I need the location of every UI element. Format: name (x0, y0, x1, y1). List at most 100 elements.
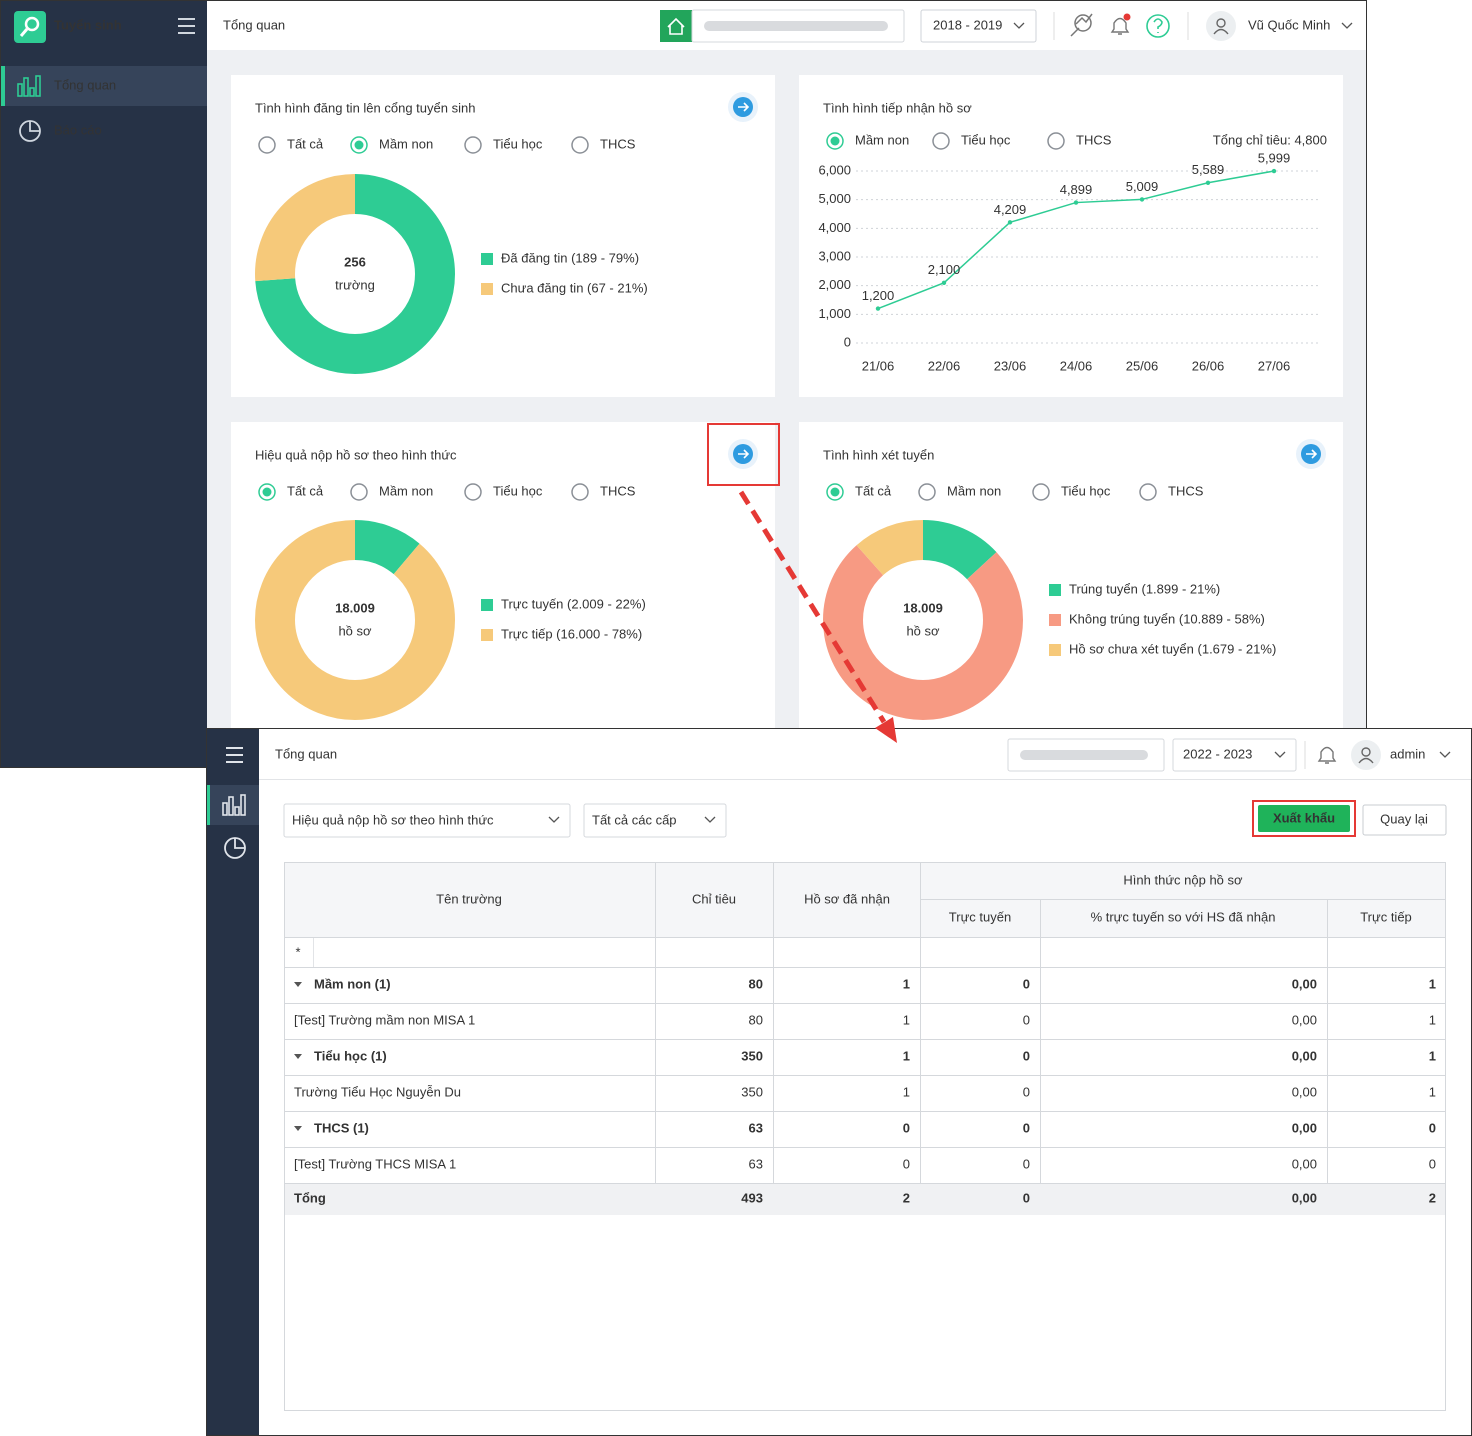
expand-caret[interactable] (294, 1126, 302, 1131)
bell-icon[interactable] (1317, 746, 1337, 764)
back-button-label[interactable]: Quay lại (1380, 811, 1428, 826)
brand-logo (14, 11, 46, 43)
radio-label[interactable]: Mầm non (379, 483, 433, 498)
table-cell: 1 (903, 976, 910, 991)
page-title: Tổng quan (223, 17, 285, 32)
radio[interactable] (1139, 483, 1157, 501)
table-cell: 2 (903, 1190, 910, 1205)
table-cell: 0,00 (1292, 976, 1317, 991)
radio[interactable] (1032, 483, 1050, 501)
table-cell: 0 (1023, 1190, 1030, 1205)
export-button-label[interactable]: Xuất khẩu (1273, 810, 1335, 825)
table-cell: 1 (903, 1048, 910, 1063)
x-tick-label: 21/06 (862, 358, 895, 373)
table-cell: 1 (1429, 1012, 1436, 1027)
radio-label[interactable]: Mầm non (855, 132, 909, 147)
x-tick-label: 25/06 (1126, 358, 1159, 373)
radio-label[interactable]: THCS (1076, 132, 1112, 147)
radio[interactable] (350, 483, 368, 501)
avatar (1206, 11, 1236, 41)
radio-label[interactable]: Tiểu học (493, 483, 543, 498)
highlight-box (707, 423, 780, 486)
x-tick-label: 26/06 (1192, 358, 1225, 373)
y-tick-label: 4,000 (818, 220, 851, 235)
detail-button-arrow (1306, 449, 1318, 459)
bell-icon[interactable] (1110, 17, 1130, 35)
avatar (1351, 740, 1381, 770)
radio[interactable] (464, 483, 482, 501)
year-select[interactable] (920, 9, 1037, 43)
nav-item[interactable]: Tổng quan (54, 77, 116, 92)
chart-icon-bar (23, 77, 29, 97)
radio-label[interactable]: Mầm non (947, 483, 1001, 498)
year-select[interactable] (1172, 738, 1297, 772)
radio-label[interactable]: Tiểu học (493, 136, 543, 151)
column-header: % trực tuyến so với HS đã nhận (1091, 909, 1276, 924)
table-cell: 2 (1429, 1190, 1436, 1205)
radio-label[interactable]: THCS (600, 136, 636, 151)
radio[interactable] (918, 483, 936, 501)
legend-swatch (481, 599, 493, 611)
user-name[interactable]: Vũ Quốc Minh (1248, 17, 1330, 32)
table-cell: 1 (903, 1012, 910, 1027)
radio-label[interactable]: Tiểu học (961, 132, 1011, 147)
total-label: Tổng (294, 1190, 326, 1205)
donut-center-label: hồ sơ (338, 623, 372, 638)
radio[interactable] (258, 136, 276, 154)
export-button[interactable] (1258, 805, 1350, 832)
sidebar (1, 1, 207, 767)
school-icon[interactable] (660, 10, 692, 42)
back-button[interactable] (1362, 804, 1447, 836)
legend-label: Trực tuyến (2.009 - 22%) (501, 596, 646, 611)
table-cell: 0,00 (1292, 1190, 1317, 1205)
detail-button-arrow (738, 449, 750, 459)
radio[interactable] (464, 136, 482, 154)
radio[interactable] (1047, 132, 1065, 150)
avatar-head (1361, 747, 1371, 757)
radio-label[interactable]: Tiểu học (1061, 483, 1111, 498)
legend-label: Chưa đăng tin (67 - 21%) (501, 280, 648, 295)
radio-dot (830, 487, 840, 497)
user-name[interactable]: admin (1390, 746, 1425, 761)
radio-label[interactable]: Tất cả (287, 483, 324, 498)
table-cell: 63 (749, 1120, 763, 1135)
y-tick-label: 0 (844, 334, 851, 349)
brand-name: Tuyển sinh (54, 17, 122, 32)
nav-item[interactable]: Báo cáo (54, 122, 102, 137)
filter-select[interactable] (283, 803, 571, 838)
pie-icon-slice (234, 838, 245, 849)
data-label: 4,209 (994, 202, 1027, 217)
radio-label[interactable]: THCS (600, 483, 636, 498)
legend-label: Trúng tuyển (1.899 - 21%) (1069, 581, 1220, 596)
year-value: 2022 - 2023 (1183, 746, 1252, 761)
expand-caret[interactable] (294, 982, 302, 987)
radio[interactable] (571, 483, 589, 501)
help-icon[interactable] (1146, 14, 1170, 38)
radio-dot (830, 136, 840, 146)
table-cell: 1 (1429, 976, 1436, 991)
y-tick-label: 2,000 (818, 277, 851, 292)
y-tick-label: 3,000 (818, 248, 851, 263)
radio[interactable] (932, 132, 950, 150)
legend-label: Trực tiếp (16.000 - 78%) (501, 626, 642, 641)
radio-dot (262, 487, 272, 497)
help-icon-mark (1153, 18, 1163, 33)
data-point (941, 280, 947, 285)
donut-center-label: trường (335, 277, 375, 292)
table-cell: 0 (1023, 1048, 1030, 1063)
filter-value: Tất cả các cấp (592, 812, 677, 827)
radio[interactable] (571, 136, 589, 154)
table-cell: 63 (749, 1156, 763, 1171)
nav-active-bar (207, 785, 210, 825)
data-point (875, 306, 881, 311)
radio-label[interactable]: Mầm non (379, 136, 433, 151)
table-cell: 1 (1429, 1084, 1436, 1099)
expand-caret[interactable] (294, 1054, 302, 1059)
legend-swatch (481, 629, 493, 641)
avatar-body (1213, 28, 1229, 35)
annotation-arrow (738, 490, 887, 724)
radio-label[interactable]: Tất cả (287, 136, 324, 151)
radio-label[interactable]: THCS (1168, 483, 1204, 498)
filter-select[interactable] (583, 803, 727, 838)
radio-label[interactable]: Tất cả (855, 483, 892, 498)
